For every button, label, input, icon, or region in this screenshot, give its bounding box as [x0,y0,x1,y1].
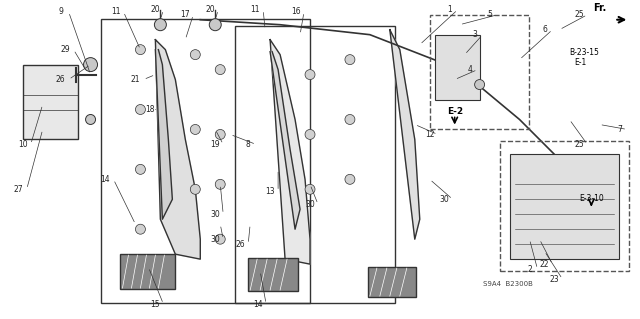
Text: 19: 19 [211,140,220,149]
Bar [248,258,298,291]
Text: 1: 1 [447,5,452,14]
Bar [368,267,416,297]
Circle shape [345,174,355,184]
Text: Fr.: Fr. [593,3,607,13]
Text: 15: 15 [150,300,160,308]
Text: 6: 6 [542,25,547,34]
Circle shape [345,55,355,65]
Polygon shape [270,40,310,264]
Text: 9: 9 [58,7,63,16]
Text: 23: 23 [550,275,559,284]
Bar [236,26,395,303]
Circle shape [215,65,225,75]
Text: 25: 25 [575,10,584,19]
Text: 30: 30 [305,200,315,209]
Circle shape [305,184,315,194]
Text: 11: 11 [250,5,260,14]
Circle shape [475,79,484,90]
Text: 2: 2 [527,265,532,274]
Circle shape [209,19,221,31]
Circle shape [136,45,145,55]
Circle shape [154,19,166,31]
Bar [509,154,620,259]
Bar [120,254,175,289]
Text: 20: 20 [150,5,160,14]
Circle shape [305,130,315,139]
Circle shape [305,70,315,79]
Text: 26: 26 [236,240,245,249]
Text: 11: 11 [111,7,120,16]
Text: 26: 26 [56,75,65,84]
Circle shape [84,58,97,71]
Text: 17: 17 [180,10,190,19]
Text: 4: 4 [467,65,472,74]
Text: 14: 14 [253,300,263,308]
Text: E-2: E-2 [447,108,463,116]
Circle shape [136,105,145,115]
Circle shape [190,50,200,60]
Text: 12: 12 [425,130,435,139]
Circle shape [215,179,225,189]
Text: 30: 30 [211,235,220,244]
Text: 14: 14 [100,175,110,184]
Text: 20: 20 [205,5,215,14]
Text: 22: 22 [540,260,549,269]
Circle shape [190,124,200,134]
Bar [22,65,77,139]
Text: S9A4  B2300B: S9A4 B2300B [483,281,532,287]
Polygon shape [156,40,200,259]
Text: 30: 30 [440,195,449,204]
Circle shape [190,184,200,194]
Text: 13: 13 [266,187,275,196]
Bar [429,15,529,130]
Polygon shape [390,30,420,239]
Circle shape [86,115,95,124]
Polygon shape [156,50,172,219]
Bar [500,141,629,271]
Text: 29: 29 [61,45,70,54]
Circle shape [136,164,145,174]
Text: 25: 25 [575,140,584,149]
Bar [100,19,310,303]
Bar [435,35,479,100]
Circle shape [215,234,225,244]
Circle shape [345,115,355,124]
Text: 30: 30 [211,210,220,219]
Text: 7: 7 [617,125,621,134]
Text: 5: 5 [487,10,492,19]
Text: 8: 8 [246,140,250,149]
Text: 27: 27 [14,185,24,194]
Text: 21: 21 [131,75,140,84]
Text: 16: 16 [291,7,301,16]
Text: E-3-10: E-3-10 [579,194,604,203]
Text: 10: 10 [18,140,28,149]
Text: 18: 18 [146,105,155,114]
Text: 3: 3 [472,30,477,39]
Circle shape [215,130,225,139]
Polygon shape [270,52,300,229]
Text: E-1: E-1 [574,58,587,67]
Text: B-23-15: B-23-15 [570,48,599,57]
Circle shape [136,224,145,234]
